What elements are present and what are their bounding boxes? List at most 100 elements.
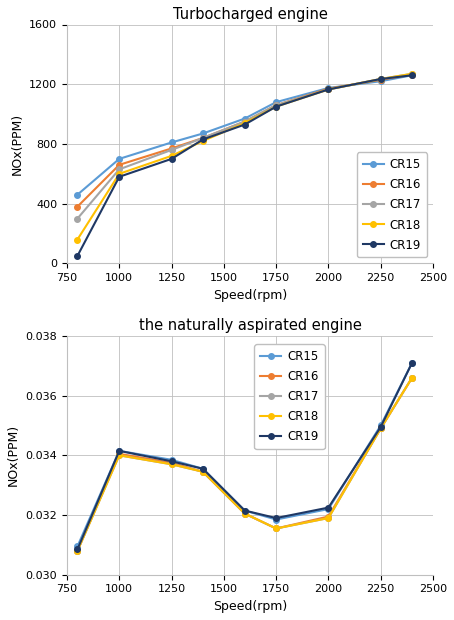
CR16 <box>326 85 331 92</box>
CR15 <box>273 516 279 523</box>
CR15 <box>378 78 384 85</box>
CR16 <box>273 102 279 109</box>
CR18 <box>410 374 415 381</box>
CR19 <box>378 423 384 431</box>
CR16 <box>410 71 415 78</box>
CR17 <box>117 166 122 173</box>
Line: CR16: CR16 <box>74 72 415 210</box>
CR17 <box>326 515 331 522</box>
Title: Turbocharged engine: Turbocharged engine <box>173 7 327 22</box>
CR16 <box>75 203 80 210</box>
CR19 <box>273 515 279 522</box>
CR16 <box>273 525 279 532</box>
CR16 <box>410 374 415 381</box>
CR16 <box>326 513 331 520</box>
Y-axis label: NOx(PPM): NOx(PPM) <box>7 424 20 487</box>
CR16 <box>117 450 122 458</box>
Line: CR18: CR18 <box>74 375 415 554</box>
CR19 <box>117 173 122 180</box>
Line: CR18: CR18 <box>74 71 415 242</box>
CR17 <box>242 118 247 125</box>
CR19 <box>242 121 247 128</box>
CR18 <box>117 451 122 459</box>
CR16 <box>169 459 174 466</box>
CR19 <box>378 75 384 82</box>
CR15 <box>169 456 174 464</box>
CR16 <box>200 468 206 476</box>
Title: the naturally aspirated engine: the naturally aspirated engine <box>138 318 361 334</box>
CR17 <box>273 102 279 109</box>
CR15 <box>242 115 247 122</box>
X-axis label: Speed(rpm): Speed(rpm) <box>213 289 287 302</box>
CR15 <box>378 422 384 429</box>
CR18 <box>200 137 206 144</box>
CR19 <box>169 155 174 162</box>
CR16 <box>200 135 206 142</box>
CR18 <box>169 461 174 468</box>
CR15 <box>169 139 174 146</box>
CR17 <box>378 75 384 82</box>
CR19 <box>326 86 331 93</box>
CR15 <box>273 99 279 106</box>
CR19 <box>169 458 174 465</box>
CR18 <box>378 425 384 432</box>
CR18 <box>326 515 331 522</box>
CR17 <box>410 70 415 78</box>
CR15 <box>200 130 206 137</box>
CR16 <box>242 118 247 125</box>
CR15 <box>117 447 122 454</box>
CR18 <box>378 75 384 82</box>
CR19 <box>410 71 415 79</box>
CR16 <box>378 76 384 84</box>
CR18 <box>75 547 80 555</box>
CR17 <box>200 135 206 142</box>
CR15 <box>410 359 415 366</box>
CR19 <box>273 103 279 110</box>
CR15 <box>326 84 331 92</box>
Legend: CR15, CR16, CR17, CR18, CR19: CR15, CR16, CR17, CR18, CR19 <box>357 153 427 257</box>
CR18 <box>169 152 174 159</box>
CR18 <box>410 70 415 78</box>
CR17 <box>242 510 247 517</box>
CR18 <box>273 103 279 110</box>
CR17 <box>75 215 80 223</box>
CR17 <box>273 525 279 532</box>
CR16 <box>242 510 247 517</box>
CR15 <box>242 507 247 515</box>
CR15 <box>75 542 80 550</box>
CR17 <box>75 547 80 555</box>
CR16 <box>378 425 384 432</box>
CR17 <box>378 425 384 432</box>
Line: CR19: CR19 <box>74 73 415 259</box>
CR19 <box>200 465 206 472</box>
CR16 <box>75 547 80 555</box>
CR17 <box>326 86 331 93</box>
CR18 <box>326 86 331 93</box>
CR17 <box>169 461 174 468</box>
X-axis label: Speed(rpm): Speed(rpm) <box>213 600 287 613</box>
CR17 <box>117 451 122 459</box>
CR18 <box>242 510 247 517</box>
CR18 <box>117 170 122 177</box>
CR15 <box>75 191 80 198</box>
CR17 <box>200 468 206 476</box>
Line: CR15: CR15 <box>74 73 415 198</box>
CR19 <box>410 359 415 366</box>
CR18 <box>200 468 206 476</box>
CR15 <box>410 71 415 79</box>
Line: CR17: CR17 <box>74 71 415 221</box>
CR15 <box>326 505 331 513</box>
CR18 <box>242 119 247 126</box>
Line: CR15: CR15 <box>74 360 415 549</box>
Y-axis label: NOx(PPM): NOx(PPM) <box>10 113 24 175</box>
CR19 <box>326 504 331 511</box>
CR19 <box>75 546 80 553</box>
Line: CR17: CR17 <box>74 375 415 554</box>
CR16 <box>169 144 174 152</box>
Legend: CR15, CR16, CR17, CR18, CR19: CR15, CR16, CR17, CR18, CR19 <box>254 344 325 450</box>
Line: CR19: CR19 <box>74 360 415 552</box>
CR17 <box>410 374 415 381</box>
CR18 <box>273 525 279 532</box>
CR19 <box>200 136 206 143</box>
CR15 <box>117 155 122 162</box>
